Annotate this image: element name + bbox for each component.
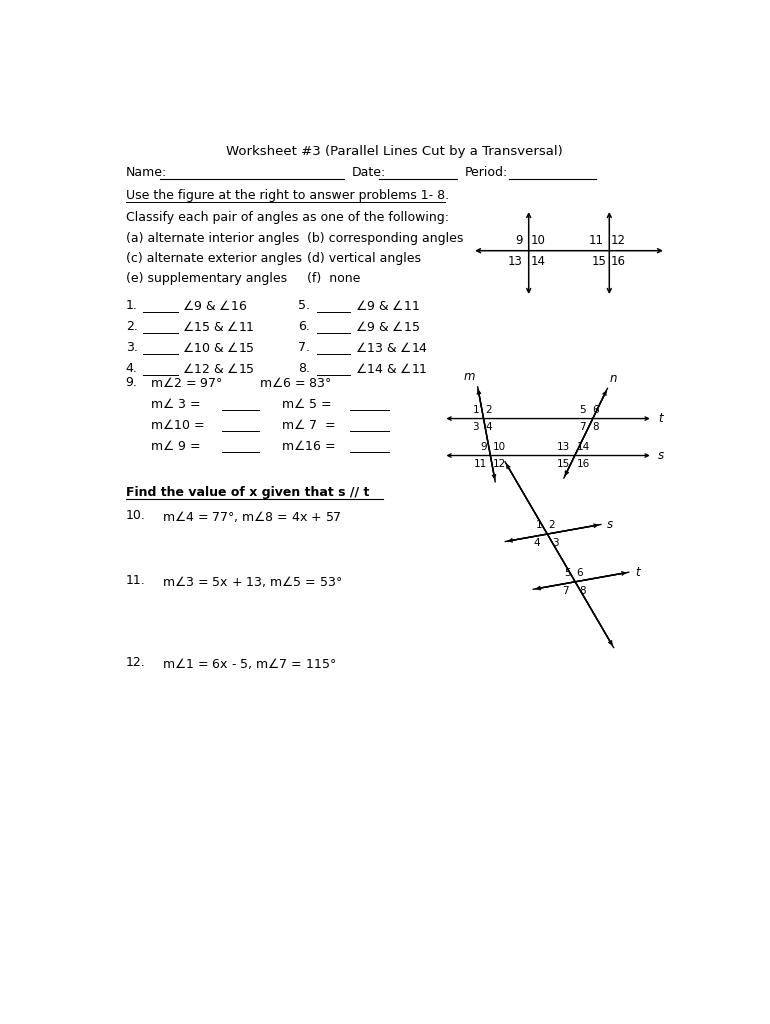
Text: 4: 4: [485, 422, 492, 432]
Text: s: s: [658, 449, 665, 462]
Text: 9.: 9.: [126, 376, 138, 389]
Text: $\angle$9 & $\angle$11: $\angle$9 & $\angle$11: [355, 299, 420, 313]
Text: (d) vertical angles: (d) vertical angles: [307, 252, 421, 265]
Text: 9: 9: [480, 441, 487, 452]
Text: s: s: [607, 518, 613, 530]
Text: m$\angle$3 = 5x + 13, m$\angle$5 = 53°: m$\angle$3 = 5x + 13, m$\angle$5 = 53°: [162, 574, 343, 589]
Text: 15: 15: [557, 459, 571, 469]
Text: Period:: Period:: [464, 166, 507, 179]
Text: Date:: Date:: [352, 166, 387, 179]
Text: 3: 3: [552, 538, 558, 548]
Text: 8.: 8.: [298, 361, 310, 375]
Text: Name:: Name:: [126, 166, 167, 179]
Text: $\angle$15 & $\angle$11: $\angle$15 & $\angle$11: [182, 319, 254, 334]
Text: 6.: 6.: [298, 319, 310, 333]
Text: m$\angle$16 =: m$\angle$16 =: [281, 439, 335, 454]
Text: 12: 12: [493, 459, 506, 469]
Text: 12.: 12.: [126, 655, 146, 669]
Text: 16: 16: [577, 459, 590, 469]
Text: n: n: [610, 372, 618, 385]
Text: (f)  none: (f) none: [307, 272, 360, 286]
Text: 1: 1: [473, 404, 479, 415]
Text: 5.: 5.: [298, 299, 310, 312]
Text: m: m: [464, 370, 475, 383]
Text: 12: 12: [611, 233, 626, 247]
Text: 6: 6: [576, 567, 583, 578]
Text: 14: 14: [577, 441, 590, 452]
Text: m$\angle$ 7  =: m$\angle$ 7 =: [281, 418, 335, 432]
Text: m$\angle$6 = 83°: m$\angle$6 = 83°: [259, 376, 332, 390]
Text: $\angle$10 & $\angle$15: $\angle$10 & $\angle$15: [182, 341, 254, 354]
Text: 7: 7: [579, 422, 586, 432]
Text: $\angle$14 & $\angle$11: $\angle$14 & $\angle$11: [355, 361, 428, 376]
Text: 1.: 1.: [126, 299, 138, 312]
Text: 9: 9: [515, 233, 523, 247]
Text: Worksheet #3 (Parallel Lines Cut by a Transversal): Worksheet #3 (Parallel Lines Cut by a Tr…: [226, 145, 563, 159]
Text: 2: 2: [548, 520, 555, 530]
Text: 3: 3: [473, 422, 479, 432]
Text: 2.: 2.: [126, 319, 138, 333]
Text: 5: 5: [564, 567, 571, 578]
Text: 13: 13: [557, 441, 571, 452]
Text: 11: 11: [588, 233, 604, 247]
Text: 14: 14: [531, 255, 545, 267]
Text: 4.: 4.: [126, 361, 138, 375]
Text: t: t: [658, 412, 663, 425]
Text: m$\angle$4 = 77°, m$\angle$8 = 4x + 57: m$\angle$4 = 77°, m$\angle$8 = 4x + 57: [162, 509, 341, 524]
Text: (e) supplementary angles: (e) supplementary angles: [126, 272, 286, 286]
Text: 6: 6: [592, 404, 599, 415]
Text: 15: 15: [591, 255, 607, 267]
Text: 4: 4: [534, 538, 541, 548]
Text: $\angle$9 & $\angle$15: $\angle$9 & $\angle$15: [355, 319, 420, 334]
Text: 2: 2: [485, 404, 492, 415]
Text: m$\angle$10 =: m$\angle$10 =: [150, 418, 205, 432]
Text: m$\angle$ 5 =: m$\angle$ 5 =: [281, 397, 331, 411]
Text: 10.: 10.: [126, 509, 146, 522]
Text: 8: 8: [592, 422, 599, 432]
Text: m$\angle$ 9 =: m$\angle$ 9 =: [150, 439, 201, 454]
Text: 3.: 3.: [126, 341, 138, 353]
Text: 11.: 11.: [126, 574, 146, 587]
Text: m$\angle$ 3 =: m$\angle$ 3 =: [150, 397, 201, 411]
Text: Use the figure at the right to answer problems 1- 8.: Use the figure at the right to answer pr…: [126, 189, 449, 202]
Text: 8: 8: [580, 586, 586, 596]
Text: (a) alternate interior angles: (a) alternate interior angles: [126, 232, 299, 245]
Text: Find the value of x given that s // t: Find the value of x given that s // t: [126, 486, 369, 500]
Text: m$\angle$1 = 6x - 5, m$\angle$7 = 115°: m$\angle$1 = 6x - 5, m$\angle$7 = 115°: [162, 655, 336, 671]
Text: $\angle$12 & $\angle$15: $\angle$12 & $\angle$15: [182, 361, 254, 376]
Text: (c) alternate exterior angles: (c) alternate exterior angles: [126, 252, 302, 265]
Text: 5: 5: [579, 404, 586, 415]
Text: (b) corresponding angles: (b) corresponding angles: [307, 232, 464, 245]
Text: Classify each pair of angles as one of the following:: Classify each pair of angles as one of t…: [126, 211, 449, 223]
Text: 7: 7: [562, 586, 568, 596]
Text: 11: 11: [474, 459, 487, 469]
Text: $\angle$9 & $\angle$16: $\angle$9 & $\angle$16: [182, 299, 246, 313]
Text: t: t: [635, 565, 640, 579]
Text: 7.: 7.: [298, 341, 310, 353]
Text: 16: 16: [611, 255, 626, 267]
Text: 1: 1: [536, 520, 543, 530]
Text: m$\angle$2 = 97°: m$\angle$2 = 97°: [150, 376, 223, 390]
Text: 10: 10: [531, 233, 545, 247]
Text: 13: 13: [508, 255, 523, 267]
Text: $\angle$13 & $\angle$14: $\angle$13 & $\angle$14: [355, 341, 428, 354]
Text: 10: 10: [493, 441, 506, 452]
